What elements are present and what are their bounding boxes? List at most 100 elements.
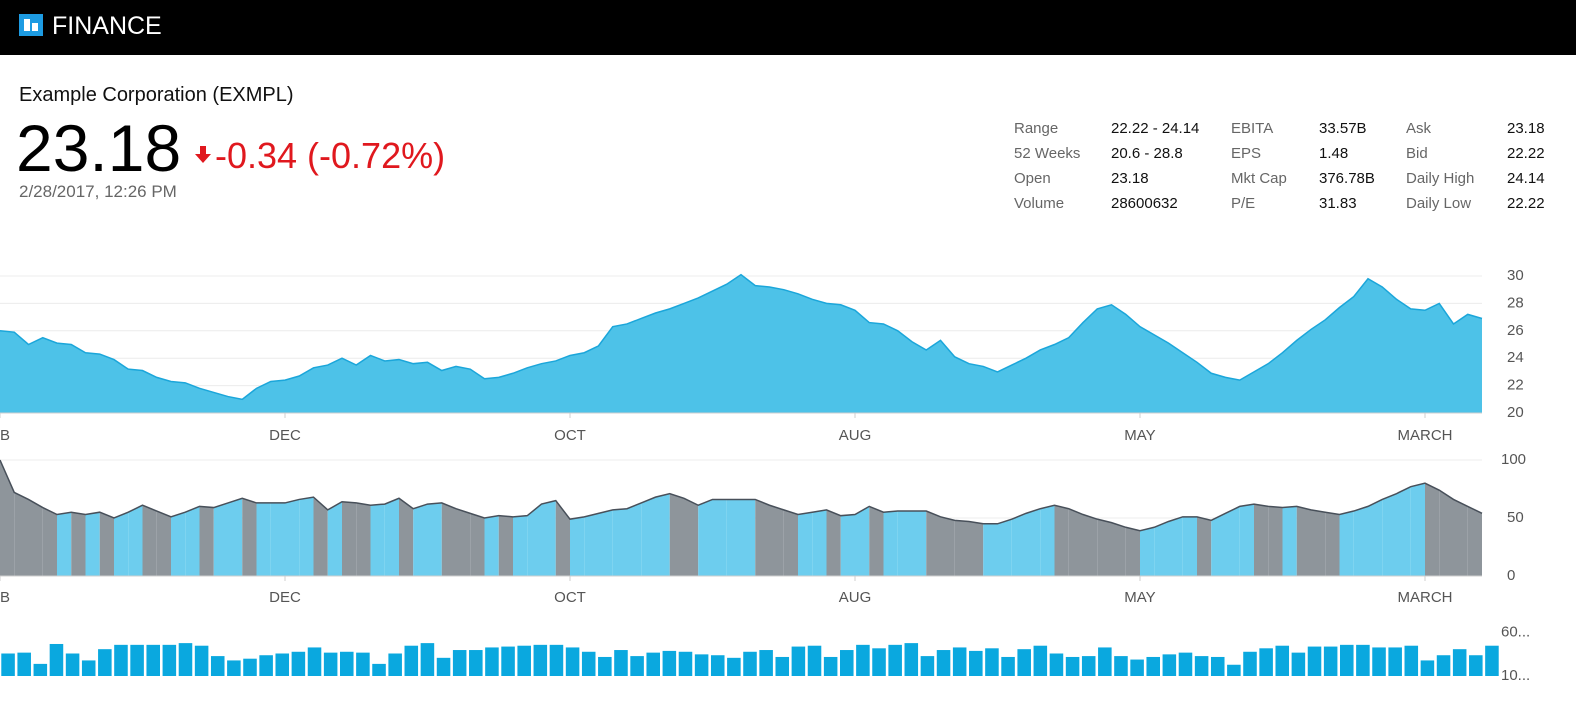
bar xyxy=(501,646,515,676)
y-tick-label: 20 xyxy=(1507,404,1524,421)
area-segment xyxy=(156,511,171,576)
x-tick-label: AUG xyxy=(839,427,872,444)
bar xyxy=(388,653,402,676)
area-segment xyxy=(1140,527,1155,576)
bar xyxy=(1388,647,1402,676)
logo[interactable] xyxy=(19,14,43,36)
bar xyxy=(1372,647,1386,676)
area-segment xyxy=(128,505,143,576)
stat-label: EBITA xyxy=(1231,120,1273,137)
y-tick-label: 28 xyxy=(1507,294,1524,311)
bar xyxy=(969,650,983,676)
area-segment xyxy=(712,499,727,576)
area-segment xyxy=(114,512,129,576)
bar xyxy=(259,655,273,676)
stat-value: 20.6 - 28.8 xyxy=(1111,145,1183,162)
area-segment xyxy=(826,509,841,576)
bar xyxy=(275,653,290,676)
bar xyxy=(646,652,660,676)
bar xyxy=(791,646,806,676)
stat-label: Daily High xyxy=(1406,170,1474,187)
stat-label: Range xyxy=(1014,120,1058,137)
bar xyxy=(98,649,112,676)
bar xyxy=(598,656,612,676)
x-tick-label: OCT xyxy=(554,589,586,606)
y-tick-label: 50 xyxy=(1507,509,1524,526)
bar xyxy=(404,645,419,676)
stat-value: 24.14 xyxy=(1507,170,1545,187)
area-segment xyxy=(698,499,713,576)
stat-value: 31.83 xyxy=(1319,195,1357,212)
bar xyxy=(840,650,854,676)
area-segment xyxy=(14,492,29,576)
area-segment xyxy=(598,509,613,576)
area-segment xyxy=(142,505,157,576)
area-segment xyxy=(1268,506,1283,576)
bar xyxy=(823,656,838,676)
area-segment xyxy=(1425,483,1440,576)
bar xyxy=(1275,645,1290,676)
area-segment xyxy=(1254,504,1269,576)
bar xyxy=(1469,655,1483,676)
area-segment xyxy=(812,509,827,576)
company-name: Example Corporation (EXMPL) xyxy=(19,84,294,106)
bar xyxy=(807,645,822,676)
area-segment xyxy=(171,512,186,576)
area-segment xyxy=(855,506,870,576)
area-segment xyxy=(783,509,798,576)
area-segment xyxy=(1282,506,1297,576)
area-segment xyxy=(356,502,371,576)
bar xyxy=(178,643,193,676)
price-change: -0.34 (-0.72%) xyxy=(215,135,445,176)
area-segment xyxy=(769,505,784,576)
stat-value: 22.22 xyxy=(1507,145,1545,162)
bar xyxy=(856,644,870,676)
area-segment xyxy=(1467,506,1482,576)
bar xyxy=(1146,656,1160,676)
area-segment xyxy=(1239,504,1254,576)
area-segment xyxy=(1339,511,1354,576)
area-segment xyxy=(641,497,656,576)
bar xyxy=(533,644,548,676)
bar xyxy=(1452,649,1467,676)
area-segment xyxy=(1011,513,1026,576)
bar xyxy=(162,644,177,676)
stat-label: Bid xyxy=(1406,145,1428,162)
area-segment xyxy=(370,504,385,576)
area-segment xyxy=(71,512,86,576)
header-bar xyxy=(0,0,1576,55)
y-tick-label: 30 xyxy=(1507,267,1524,284)
area-segment xyxy=(99,512,114,576)
bar xyxy=(565,647,580,676)
bar xyxy=(146,644,160,676)
area-segment xyxy=(299,497,314,576)
bar xyxy=(614,650,628,676)
bar xyxy=(662,650,677,676)
bar xyxy=(485,647,499,676)
bar xyxy=(549,644,564,676)
area-segment xyxy=(1211,513,1226,576)
area-segment xyxy=(1154,521,1169,576)
bar xyxy=(1210,656,1225,676)
area-segment xyxy=(256,502,271,576)
stat-value: 22.22 - 24.14 xyxy=(1111,120,1199,137)
x-tick-label: EB xyxy=(0,589,10,606)
area-segment xyxy=(1439,490,1454,576)
bar xyxy=(1323,646,1338,676)
y-tick-label: 26 xyxy=(1507,322,1524,339)
app-title[interactable]: FINANCE xyxy=(52,12,162,40)
area-segment xyxy=(755,499,770,576)
stat-label: 52 Weeks xyxy=(1014,145,1080,162)
area-segment xyxy=(669,493,684,576)
area-segment xyxy=(342,501,357,576)
area-segment xyxy=(185,506,200,576)
y-tick-label: 24 xyxy=(1507,349,1524,366)
y-tick-label: 10... xyxy=(1501,667,1530,684)
stat-value: 23.18 xyxy=(1507,120,1545,137)
stats-table: Range 22.22 - 24.14 EBITA 33.57B Ask 23.18 52 … xyxy=(1014,120,1545,212)
area-segment xyxy=(57,512,72,576)
bar xyxy=(1194,656,1209,676)
bar xyxy=(678,651,693,676)
stat-label: Daily Low xyxy=(1406,195,1471,212)
